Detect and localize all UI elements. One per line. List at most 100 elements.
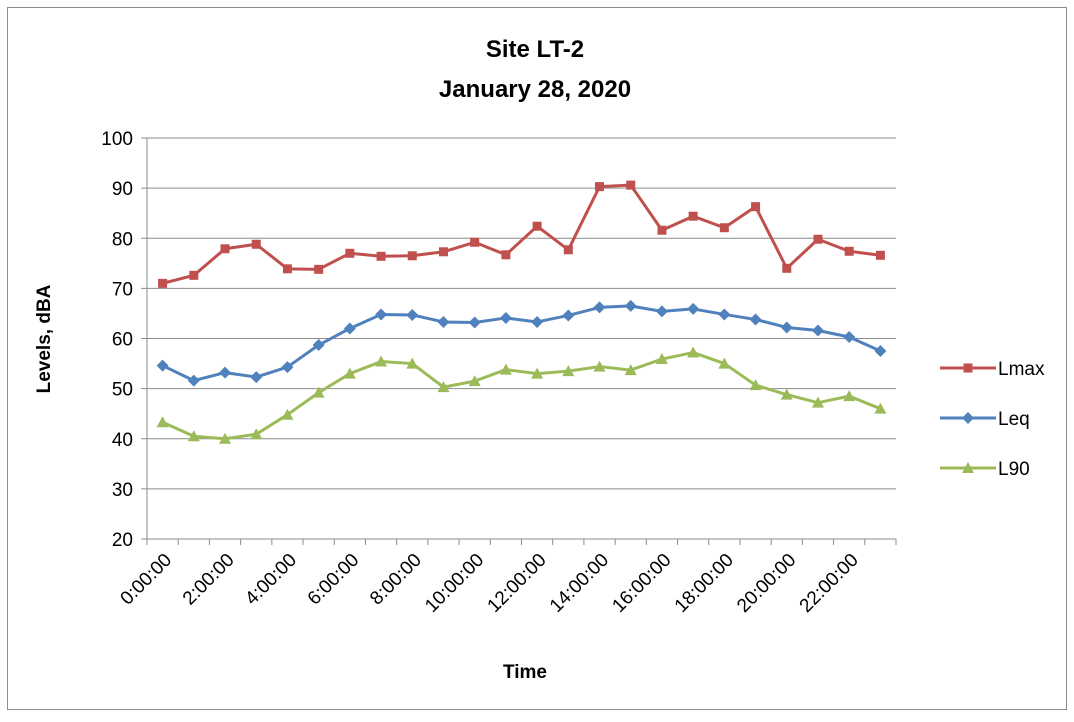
gridlines xyxy=(147,137,896,490)
data-point-leq-0 xyxy=(156,359,169,372)
data-point-lmax-1 xyxy=(189,270,199,280)
series-leq xyxy=(156,299,887,387)
data-point-leq-22 xyxy=(843,330,856,343)
y-tick-label-100: 100 xyxy=(101,129,133,150)
data-point-leq-8 xyxy=(406,308,419,321)
legend-label-lmax: Lmax xyxy=(998,359,1045,380)
data-point-leq-6 xyxy=(343,322,356,335)
data-point-lmax-18 xyxy=(719,223,729,233)
y-axis-tick-labels: 20 30 40 50 60 70 80 90 100 xyxy=(101,129,133,551)
data-point-l90-2 xyxy=(219,432,232,444)
data-point-lmax-13 xyxy=(563,245,573,255)
data-point-l90-22 xyxy=(843,390,856,402)
data-point-lmax-10 xyxy=(470,237,480,247)
x-axis-title: Time xyxy=(503,662,547,683)
data-point-lmax-20 xyxy=(782,263,792,273)
data-point-l90-23 xyxy=(874,402,887,414)
data-point-leq-1 xyxy=(187,374,200,387)
data-point-lmax-11 xyxy=(501,250,511,260)
legend-item-leq: Leq xyxy=(940,409,1030,430)
data-point-lmax-0 xyxy=(158,278,168,288)
data-point-l90-20 xyxy=(780,388,793,400)
data-point-l90-3 xyxy=(250,428,263,440)
data-point-l90-15 xyxy=(624,364,637,376)
data-point-lmax-8 xyxy=(407,251,417,261)
data-point-lmax-5 xyxy=(314,264,324,274)
y-tick-label-60: 60 xyxy=(112,330,133,351)
chart-border xyxy=(7,7,1067,710)
data-point-leq-17 xyxy=(687,302,700,315)
data-point-l90-1 xyxy=(187,430,200,442)
data-point-leq-11 xyxy=(499,311,512,324)
data-point-l90-14 xyxy=(593,360,606,372)
data-point-leq-13 xyxy=(562,309,575,322)
data-point-leq-12 xyxy=(531,315,544,328)
legend: Lmax Leq L90 xyxy=(940,359,1045,480)
data-point-leq-16 xyxy=(655,305,668,318)
data-point-l90-6 xyxy=(343,367,356,379)
legend-marker-lmax xyxy=(963,363,973,373)
data-point-l90-12 xyxy=(531,367,544,379)
data-point-lmax-2 xyxy=(220,244,230,254)
data-point-l90-11 xyxy=(499,363,512,375)
data-point-lmax-16 xyxy=(657,225,667,235)
data-point-l90-17 xyxy=(687,346,700,358)
data-point-leq-5 xyxy=(312,339,325,352)
data-point-l90-8 xyxy=(406,357,419,369)
data-point-l90-13 xyxy=(562,365,575,377)
data-point-leq-4 xyxy=(281,361,294,374)
y-tick-label-30: 30 xyxy=(112,480,133,501)
series-group xyxy=(156,180,887,444)
axes xyxy=(141,137,897,545)
data-point-leq-23 xyxy=(874,345,887,358)
data-point-lmax-14 xyxy=(595,182,605,192)
chart-title-line-2: January 28, 2020 xyxy=(439,76,631,103)
data-point-leq-9 xyxy=(437,315,450,328)
legend-label-l90: L90 xyxy=(998,459,1030,480)
data-point-lmax-15 xyxy=(626,180,636,190)
y-tick-label-40: 40 xyxy=(112,430,133,451)
y-tick-label-50: 50 xyxy=(112,380,133,401)
series-l90 xyxy=(156,346,887,444)
data-point-leq-3 xyxy=(250,371,263,384)
y-axis-title: Levels, dBA xyxy=(34,284,55,393)
data-point-l90-4 xyxy=(281,408,294,420)
data-point-leq-2 xyxy=(219,366,232,379)
data-point-lmax-17 xyxy=(688,211,698,221)
data-point-lmax-3 xyxy=(251,239,261,249)
series-line-l90 xyxy=(161,351,881,441)
data-point-lmax-23 xyxy=(875,250,885,260)
data-point-leq-10 xyxy=(468,316,481,329)
data-point-l90-16 xyxy=(655,353,668,365)
data-point-leq-20 xyxy=(780,321,793,334)
data-point-lmax-21 xyxy=(813,234,823,244)
chart-title-line-1: Site LT-2 xyxy=(486,36,584,63)
data-point-leq-15 xyxy=(624,299,637,312)
data-point-l90-0 xyxy=(156,416,169,428)
data-point-leq-21 xyxy=(811,324,824,337)
data-point-l90-7 xyxy=(375,355,388,367)
y-tick-label-90: 90 xyxy=(112,179,133,200)
data-point-leq-18 xyxy=(718,308,731,321)
data-point-lmax-22 xyxy=(844,246,854,256)
data-point-lmax-12 xyxy=(532,221,542,231)
data-point-lmax-4 xyxy=(282,264,292,274)
data-point-lmax-19 xyxy=(751,202,761,212)
legend-item-lmax: Lmax xyxy=(940,359,1045,380)
data-point-lmax-7 xyxy=(376,251,386,261)
data-point-l90-5 xyxy=(312,386,325,398)
data-point-lmax-6 xyxy=(345,248,355,258)
y-tick-label-20: 20 xyxy=(112,530,133,551)
legend-label-leq: Leq xyxy=(998,409,1030,430)
data-point-l90-10 xyxy=(468,375,481,387)
series-line-leq xyxy=(161,304,882,383)
data-point-l90-21 xyxy=(811,396,824,408)
series-line-lmax xyxy=(162,183,881,285)
data-point-l90-19 xyxy=(749,379,762,391)
data-point-leq-19 xyxy=(749,313,762,326)
data-point-leq-7 xyxy=(375,308,388,321)
y-tick-label-80: 80 xyxy=(112,229,133,250)
y-tick-label-70: 70 xyxy=(112,279,133,300)
